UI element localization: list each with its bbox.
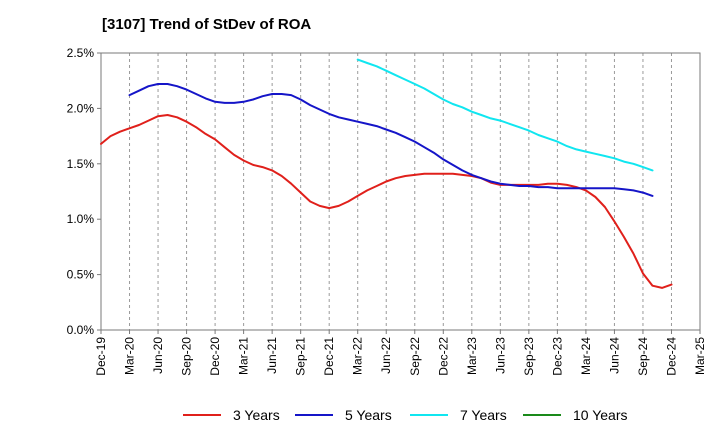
legend-label: 5 Years: [345, 407, 392, 423]
x-tick-label: Jun-20: [151, 337, 165, 374]
y-tick-label: 2.5%: [67, 46, 95, 60]
legend-swatch: [295, 414, 333, 416]
legend-swatch: [523, 414, 561, 416]
x-tick-label: Jun-21: [265, 337, 279, 374]
x-tick-label: Dec-19: [94, 337, 108, 376]
legend-item-7-years: 7 Years: [410, 404, 507, 426]
plot-frame: [100, 52, 701, 331]
y-tick-label: 0.0%: [67, 323, 95, 337]
legend-item-10-years: 10 Years: [523, 404, 628, 426]
y-tick-label: 1.0%: [67, 212, 95, 226]
y-tick-label: 2.0%: [67, 101, 95, 115]
x-tick-label: Dec-24: [664, 337, 678, 376]
legend: 3 Years 5 Years 7 Years 10 Years: [0, 404, 720, 426]
x-tick-label: Mar-23: [465, 337, 479, 375]
x-tick-label: Jun-23: [493, 337, 507, 374]
legend-item-5-years: 5 Years: [295, 404, 392, 426]
x-tick-label: Mar-25: [693, 337, 707, 375]
x-tick-label: Mar-22: [351, 337, 365, 375]
series-line-7-years: [356, 58, 654, 172]
x-tick-label: Sep-24: [636, 337, 650, 376]
chart-title: [3107] Trend of StDev of ROA: [102, 16, 312, 33]
x-tick-label: Mar-21: [237, 337, 251, 375]
legend-label: 7 Years: [460, 407, 507, 423]
legend-swatch: [410, 414, 448, 416]
x-tick-label: Dec-23: [550, 337, 564, 376]
series-line-3-years: [100, 114, 673, 289]
x-tick-label: Dec-22: [436, 337, 450, 376]
legend-swatch: [183, 414, 221, 416]
x-tick-label: Mar-20: [123, 337, 137, 375]
x-tick-label: Sep-20: [180, 337, 194, 376]
legend-label: 3 Years: [233, 407, 280, 423]
x-tick-label: Dec-21: [322, 337, 336, 376]
x-tick-label: Sep-22: [408, 337, 422, 376]
series-line-5-years: [128, 83, 654, 197]
x-tick-label: Jun-24: [607, 337, 621, 374]
x-tick-label: Jun-22: [379, 337, 393, 374]
x-tick-label: Dec-20: [208, 337, 222, 376]
x-tick-label: Mar-24: [579, 337, 593, 375]
x-tick-label: Sep-21: [294, 337, 308, 376]
legend-label: 10 Years: [573, 407, 628, 423]
y-tick-label: 1.5%: [67, 157, 95, 171]
y-tick-label: 0.5%: [67, 268, 95, 282]
legend-item-3-years: 3 Years: [183, 404, 280, 426]
x-tick-label: Sep-23: [522, 337, 536, 376]
